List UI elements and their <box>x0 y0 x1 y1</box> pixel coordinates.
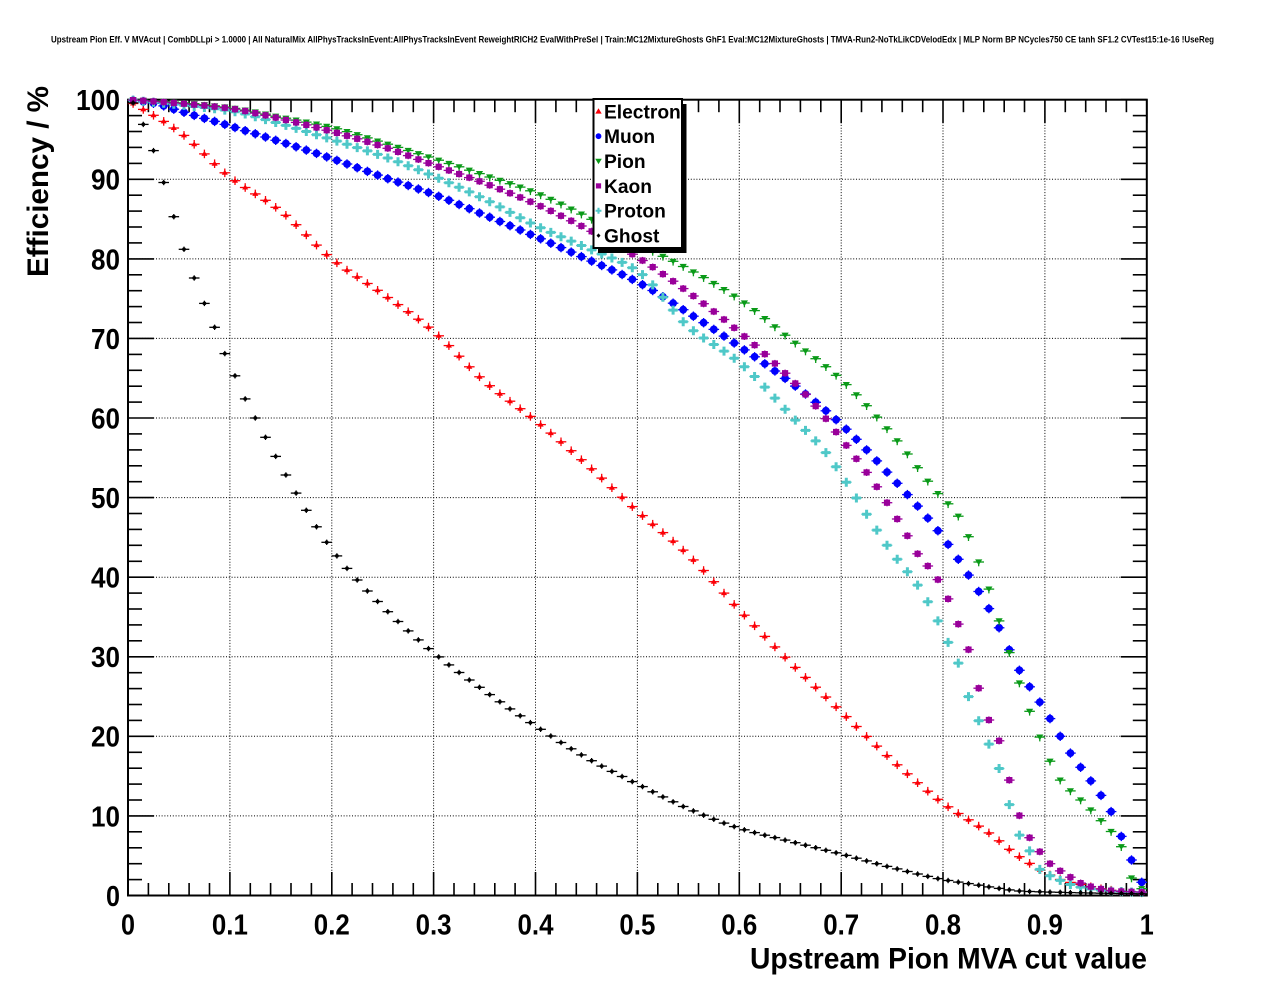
svg-text:60: 60 <box>91 403 120 435</box>
svg-text:0.5: 0.5 <box>619 910 655 942</box>
svg-text:10: 10 <box>91 801 120 833</box>
svg-text:0.3: 0.3 <box>416 910 452 942</box>
svg-text:Efficiency / %: Efficiency / % <box>22 86 55 277</box>
svg-text:0: 0 <box>121 910 135 942</box>
svg-text:Upstream Pion MVA cut value: Upstream Pion MVA cut value <box>750 943 1147 976</box>
svg-text:30: 30 <box>91 642 120 674</box>
svg-text:50: 50 <box>91 483 120 515</box>
svg-text:100: 100 <box>76 85 120 117</box>
svg-text:0.8: 0.8 <box>925 910 961 942</box>
svg-text:70: 70 <box>91 324 120 356</box>
svg-text:40: 40 <box>91 563 120 595</box>
svg-text:0.7: 0.7 <box>823 910 859 942</box>
svg-text:0.2: 0.2 <box>314 910 350 942</box>
svg-text:80: 80 <box>91 244 120 276</box>
svg-text:Proton: Proton <box>604 202 666 223</box>
svg-text:0.9: 0.9 <box>1027 910 1063 942</box>
svg-text:0: 0 <box>106 881 120 913</box>
svg-text:0.4: 0.4 <box>518 910 554 942</box>
svg-text:0.6: 0.6 <box>721 910 757 942</box>
svg-text:20: 20 <box>91 722 120 754</box>
svg-text:Kaon: Kaon <box>604 177 652 198</box>
svg-text:Upstream Pion Eff. V MVAcut |: Upstream Pion Eff. V MVAcut | CombDLLpi … <box>51 35 1214 46</box>
svg-text:90: 90 <box>91 165 120 197</box>
svg-text:Muon: Muon <box>604 127 655 148</box>
svg-text:Electron: Electron <box>604 102 681 123</box>
svg-text:Ghost: Ghost <box>604 227 660 248</box>
svg-text:Pion: Pion <box>604 152 646 173</box>
svg-text:0.1: 0.1 <box>212 910 248 942</box>
svg-text:1: 1 <box>1140 910 1154 942</box>
